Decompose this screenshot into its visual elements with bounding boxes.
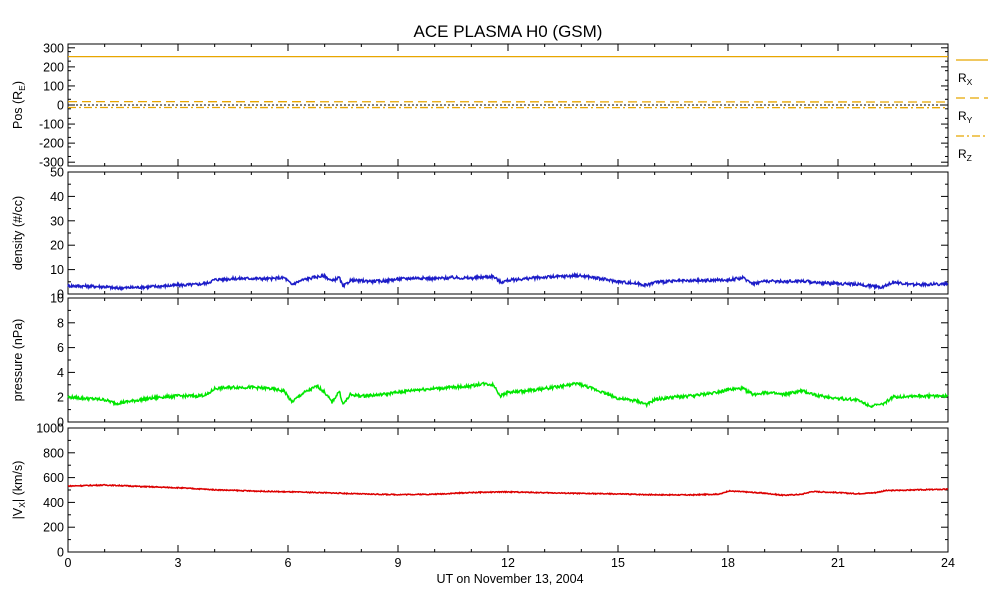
y-tick-label: 1000	[36, 422, 64, 436]
panel-position: -300 -200 -100 0 100 200 300 Pos (RE) RX RY RZ	[11, 41, 988, 170]
x-tick-label: 12	[501, 556, 515, 570]
x-tick-label: 21	[831, 556, 845, 570]
panel-pressure: 0 2 4 6 8 10 pressure (nPa)	[11, 292, 949, 430]
y-axis-label: |VX| (km/s)	[11, 461, 27, 520]
legend-label: RX	[958, 71, 973, 87]
x-tick-label: 9	[395, 556, 402, 570]
y-tick-label: 0	[57, 546, 64, 560]
y-tick-label: 2	[57, 391, 64, 405]
y-tick-label: 30	[50, 214, 64, 228]
y-tick-label: 800	[43, 446, 64, 460]
y-axis-label: pressure (nPa)	[11, 319, 25, 402]
y-tick-label: 8	[57, 316, 64, 330]
y-tick-label: 4	[57, 366, 64, 380]
y-tick-label: 10	[50, 263, 64, 277]
x-tick-label: 0	[65, 556, 72, 570]
series-line	[67, 271, 949, 292]
x-axis-label: UT on November 13, 2004	[436, 572, 583, 586]
y-tick-label: 0	[57, 288, 64, 302]
y-tick-label: 600	[43, 471, 64, 485]
y-tick-label: -300	[39, 156, 64, 170]
plot-frame	[67, 427, 949, 553]
y-axis-label: density (#/cc)	[11, 196, 25, 270]
x-tick-label: 18	[721, 556, 735, 570]
y-tick-label: 0	[57, 99, 64, 113]
y-tick-label: 100	[43, 79, 64, 93]
y-tick-label: 0	[57, 416, 64, 430]
y-tick-label: 6	[57, 341, 64, 355]
x-tick-label: 24	[941, 556, 955, 570]
legend-label: RZ	[958, 147, 972, 163]
plot-frame	[67, 171, 949, 295]
y-tick-label: 200	[43, 60, 64, 74]
y-tick-label: -200	[39, 137, 64, 151]
panel-velocity: 0 3 6 9 12 15 18 21 24 0 200 400 600 800 1000 |VX| (km/…	[11, 422, 955, 571]
y-tick-label: 10	[50, 292, 64, 306]
chart-title: ACE PLASMA H0 (GSM)	[414, 22, 603, 41]
legend-label: RY	[958, 109, 973, 125]
series-line	[68, 483, 949, 497]
y-tick-label: -100	[39, 118, 64, 132]
x-tick-label: 15	[611, 556, 625, 570]
y-tick-label: 300	[43, 41, 64, 55]
y-tick-label: 40	[50, 190, 64, 204]
y-tick-label: 50	[50, 166, 64, 180]
x-tick-label: 6	[285, 556, 292, 570]
y-tick-label: 200	[43, 521, 64, 535]
panel-density: 0 10 20 30 40 50 density (#/cc)	[11, 166, 949, 302]
y-tick-label: 400	[43, 496, 64, 510]
y-axis-label: Pos (RE)	[11, 81, 27, 129]
y-tick-label: 20	[50, 239, 64, 253]
series-line	[67, 380, 949, 409]
x-tick-label: 3	[175, 556, 182, 570]
plot-frame	[67, 297, 949, 423]
